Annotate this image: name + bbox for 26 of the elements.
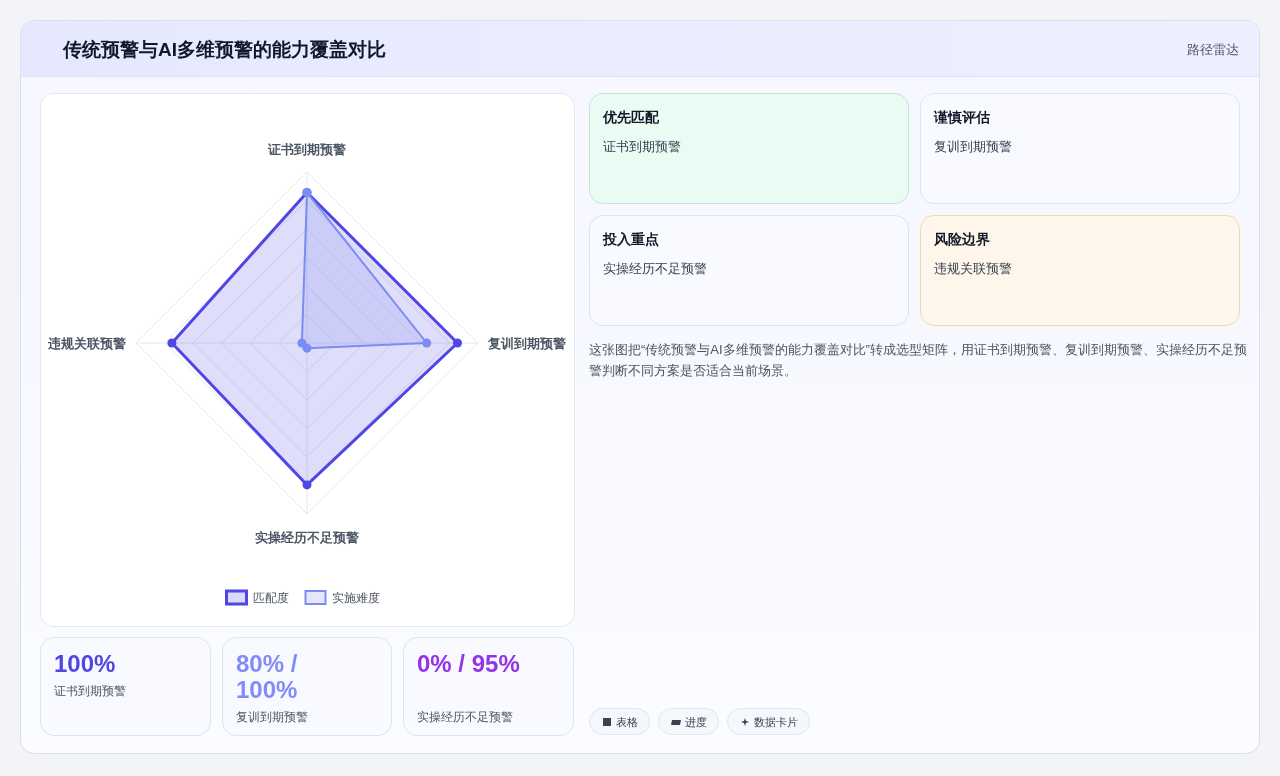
text: 路径雷达 xyxy=(1187,41,1239,59)
text: 投入重点 xyxy=(603,231,659,249)
text: 数据卡片 xyxy=(754,716,798,728)
text: 这张图把“传统预警与AI多维预警的能力覆盖对比”转成选型矩阵，用证书到期预警、复训到期预警、实操经历不足预警判断不同方案是否适合当前场景。 xyxy=(589,341,1248,380)
legend-label: 实施难度 xyxy=(331,591,380,605)
text: 进度 xyxy=(685,716,707,728)
spoke-label: 证书到期预警 xyxy=(267,142,346,157)
text: 优先匹配 xyxy=(603,109,659,127)
text: 传统预警与AI多维预警的能力覆盖对比 xyxy=(63,38,386,62)
text: 100% xyxy=(54,650,117,677)
text: 谨慎评估 xyxy=(934,109,990,127)
legend-label: 匹配度 xyxy=(252,591,289,605)
spoke-label: 违规关联预警 xyxy=(47,336,126,351)
text: 80% / 100% xyxy=(236,650,299,703)
spoke-label: 实操经历不足预警 xyxy=(255,530,359,545)
text: 证书到期预警 xyxy=(603,138,681,156)
text: 证书到期预警 xyxy=(54,683,126,700)
text: 0% / 95% xyxy=(417,650,521,677)
text: 复训到期预警 xyxy=(934,138,1012,156)
text: 风险边界 xyxy=(934,231,990,249)
text: 实操经历不足预警 xyxy=(603,260,707,278)
text: 表格 xyxy=(616,716,638,728)
text: 实操经历不足预警 xyxy=(417,709,513,726)
spoke-label: 复训到期预警 xyxy=(487,336,566,351)
text: 复训到期预警 xyxy=(236,709,308,726)
text: 违规关联预警 xyxy=(934,260,1012,278)
